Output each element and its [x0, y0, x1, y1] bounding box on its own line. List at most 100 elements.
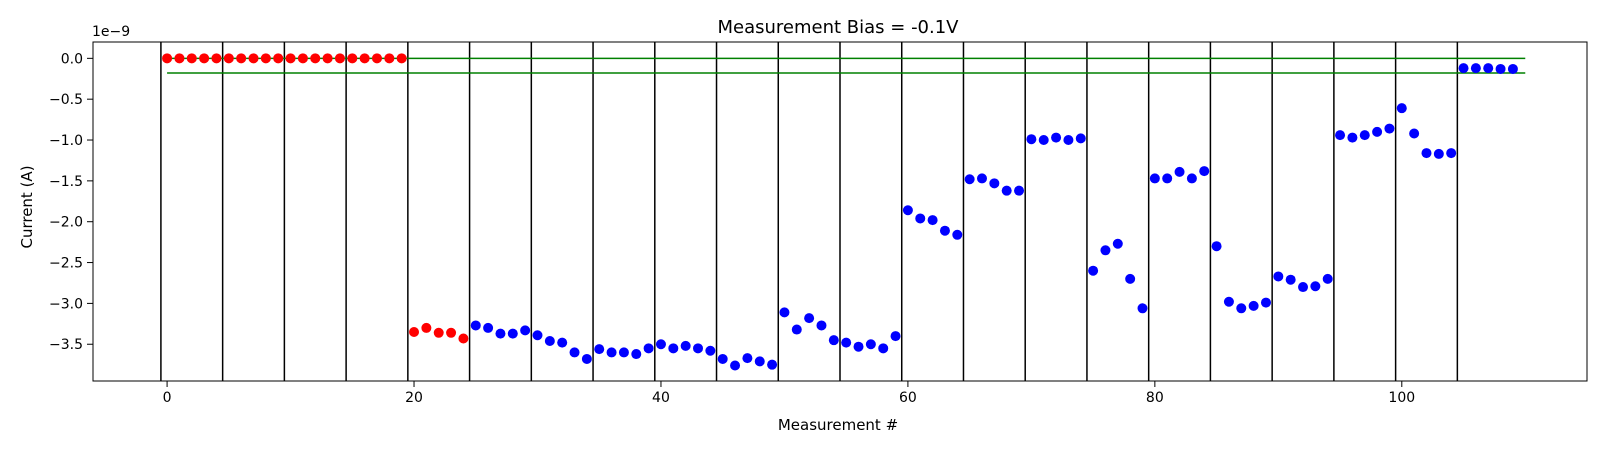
data-point — [322, 53, 333, 64]
x-tick-label: 20 — [405, 390, 423, 406]
data-point — [1112, 238, 1123, 249]
axes-frame — [92, 41, 1588, 382]
data-point — [1409, 128, 1420, 139]
data-point — [1038, 135, 1049, 146]
data-point — [976, 173, 987, 184]
data-point — [1162, 173, 1173, 184]
x-tick-label: 100 — [1388, 390, 1415, 406]
data-point — [211, 53, 222, 64]
data-point — [927, 215, 938, 226]
data-point — [853, 341, 864, 352]
data-point — [693, 343, 704, 354]
data-point — [730, 360, 741, 371]
data-point — [1446, 148, 1457, 159]
data-point — [186, 53, 197, 64]
data-point — [1495, 63, 1506, 74]
data-point — [878, 343, 889, 354]
data-point — [1236, 303, 1247, 314]
data-point — [581, 353, 592, 364]
data-point — [557, 337, 568, 348]
data-point — [1507, 63, 1518, 74]
y-tick-label: −2.0 — [49, 215, 83, 231]
data-point — [668, 343, 679, 354]
data-point — [791, 324, 802, 335]
data-point — [520, 325, 531, 336]
data-point — [680, 340, 691, 351]
data-point — [310, 53, 321, 64]
data-point — [433, 327, 444, 338]
data-point — [1458, 63, 1469, 74]
data-point — [1359, 130, 1370, 141]
data-point — [273, 53, 284, 64]
data-point — [285, 53, 296, 64]
data-point — [964, 174, 975, 185]
data-point — [1088, 265, 1099, 276]
data-point — [754, 356, 765, 367]
data-point — [1260, 297, 1271, 308]
data-point — [1273, 271, 1284, 282]
data-point — [359, 53, 370, 64]
data-point — [421, 322, 432, 333]
data-point — [594, 344, 605, 355]
y-tick-label: −3.0 — [49, 296, 83, 312]
data-point — [1335, 130, 1346, 141]
data-point — [569, 347, 580, 358]
data-point — [1470, 63, 1481, 74]
data-point — [816, 320, 827, 331]
data-point — [470, 320, 481, 331]
data-point — [804, 313, 815, 324]
data-point — [655, 339, 666, 350]
x-tick-label: 60 — [899, 390, 917, 406]
data-point — [1063, 135, 1074, 146]
x-tick-label: 0 — [163, 390, 172, 406]
data-point — [1199, 166, 1210, 177]
chart-title: Measurement Bias = -0.1V — [717, 17, 959, 38]
data-point — [643, 343, 654, 354]
data-point — [865, 339, 876, 350]
data-point — [260, 53, 271, 64]
x-tick-label: 80 — [1146, 390, 1164, 406]
data-point — [1248, 300, 1259, 311]
data-point — [1186, 173, 1197, 184]
data-point — [248, 53, 259, 64]
data-point — [952, 229, 963, 240]
data-point — [1433, 148, 1444, 159]
y-tick-label: −1.5 — [49, 174, 83, 190]
data-point — [606, 347, 617, 358]
data-point — [828, 335, 839, 346]
data-point — [199, 53, 210, 64]
data-point — [1001, 185, 1012, 196]
data-point — [902, 205, 913, 216]
data-point — [1372, 126, 1383, 137]
data-point — [297, 53, 308, 64]
data-point — [544, 335, 555, 346]
data-point — [1137, 303, 1148, 314]
data-point — [1026, 134, 1037, 145]
data-point — [371, 53, 382, 64]
data-point — [223, 53, 234, 64]
y-tick-label: −1.0 — [49, 133, 83, 149]
data-point — [162, 53, 173, 64]
data-point — [1174, 166, 1185, 177]
y-offset-text: 1e−9 — [92, 24, 130, 40]
data-point — [532, 330, 543, 341]
data-point — [1347, 132, 1358, 143]
data-point — [779, 307, 790, 318]
y-tick-label: −2.5 — [49, 256, 83, 272]
x-axis-label: Measurement # — [778, 416, 898, 434]
data-point — [1285, 274, 1296, 285]
data-point — [717, 353, 728, 364]
data-point — [1100, 245, 1111, 256]
data-point — [1075, 133, 1086, 144]
data-point — [1211, 241, 1222, 252]
plot-area: 0 20 40 60 80 100 0.0 −0.5 −1.0 −1.5 −2.0 −2.5 −3.0 −… — [49, 41, 1588, 406]
data-point — [631, 349, 642, 360]
data-point — [458, 333, 469, 344]
data-point — [890, 331, 901, 342]
data-point — [174, 53, 185, 64]
data-point — [384, 53, 395, 64]
data-point — [1223, 296, 1234, 307]
data-point — [236, 53, 247, 64]
data-point — [396, 53, 407, 64]
